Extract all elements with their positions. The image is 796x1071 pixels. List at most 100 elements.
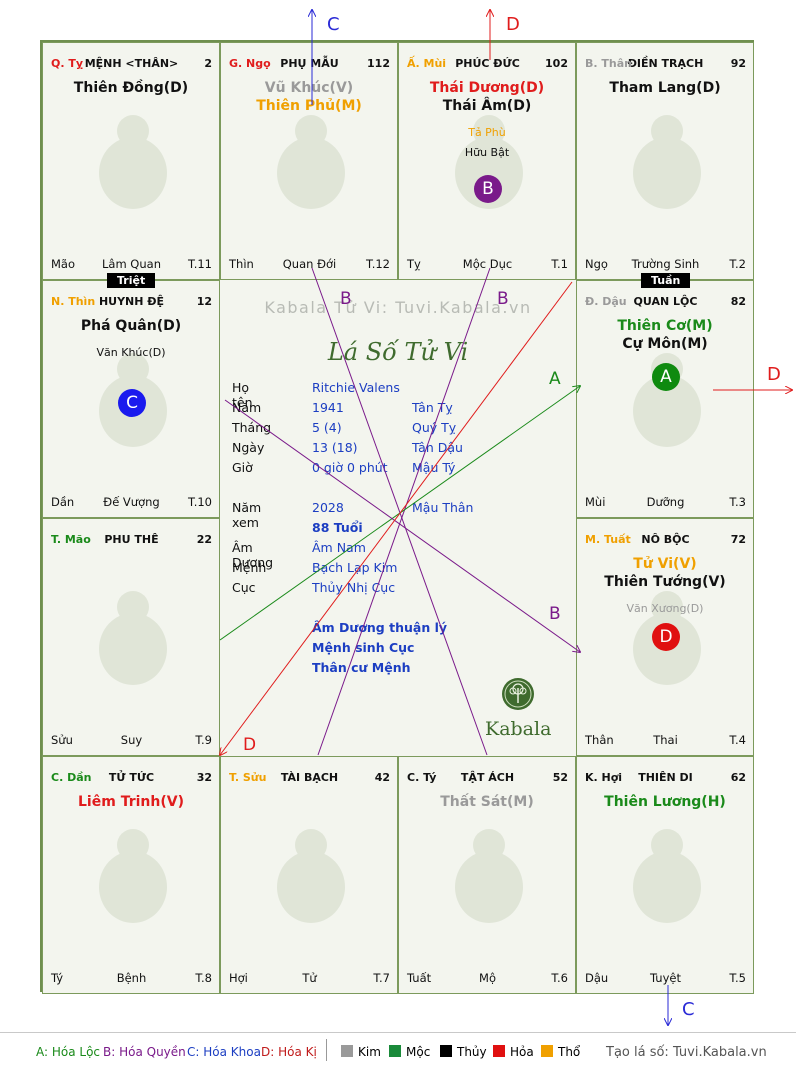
palace-tuat[interactable]: NÔ BỘC M. Tuất 72 Tử Vi(V) Thiên Tướng(V) Văn…: [576, 518, 754, 756]
palace-can-chi: T. Sửu: [229, 771, 267, 784]
palace-thin[interactable]: HUYNH ĐỆ N. Thìn 12 Phá Quân(D) Văn Khúc(D) C…: [42, 273, 220, 518]
palace-stage: Quan Đới: [282, 257, 337, 271]
minor-star: Văn Xương(D): [626, 602, 704, 615]
palace-suu[interactable]: TÀI BẠCH T. Sửu 42 Hợi Tử T.7: [220, 756, 398, 994]
major-star: Cự Môn(M): [622, 336, 708, 352]
palace-dau[interactable]: QUAN LỘC Đ. Dậu 82 Thiên Cơ(M) Cự Môn(M) A Tuầ…: [576, 273, 754, 518]
goat-icon: [455, 115, 523, 209]
palace-can-chi: G. Ngọ: [229, 57, 271, 70]
palace-name: HUYNH ĐỆ: [98, 295, 165, 308]
chart-note: Âm Dương thuận lý: [312, 620, 448, 635]
kabala-wordmark: Kabala: [485, 718, 552, 740]
chart-note: Mệnh sinh Cục: [312, 640, 415, 655]
palace-name: THIÊN DI: [638, 771, 693, 784]
chart-logo-text: Lá Số Tử Vi: [327, 338, 469, 366]
major-star: Tử Vi(V): [633, 556, 697, 572]
site-title: Kabala Tử Vi: Tuvi.Kabala.vn: [264, 298, 532, 317]
palace-name: TÀI BẠCH: [280, 771, 339, 784]
palace-branch: Dần: [51, 495, 75, 509]
palace-name: QUAN LỘC: [633, 295, 698, 308]
legend-moc: Mộc: [389, 1045, 430, 1059]
chart-note: Thân cư Mệnh: [312, 660, 411, 675]
palace-stage: Mộc Dục: [462, 257, 513, 271]
label-c-top: C: [327, 14, 340, 35]
major-star: Thiên Lương(H): [604, 794, 726, 810]
palace-branch: Mão: [51, 257, 76, 271]
star-list: Thiên Cơ(M) Cự Môn(M): [577, 317, 753, 353]
palace-branch: Tuất: [407, 971, 432, 985]
palace-stage: Lâm Quan: [102, 257, 161, 271]
rat-icon: [455, 829, 523, 923]
monkey-icon: [633, 115, 701, 209]
major-star: Tham Lang(D): [609, 80, 721, 96]
label-d-right: D: [767, 364, 781, 385]
major-star: Liêm Trinh(V): [78, 794, 184, 810]
horoscope-chart: MỆNH <THÂN> Q. Tỵ 2 Thiên Đồng(D) Mão Lâm Qua…: [40, 40, 754, 994]
palace-can-chi: Đ. Dậu: [585, 295, 627, 308]
palace-month: T.4: [729, 733, 746, 747]
palace-mui[interactable]: PHÚC ĐỨC Ấ. Mùi 102 Thái Dương(D) Thái Âm(D)…: [398, 42, 576, 280]
tag-thin: Triệt: [107, 273, 156, 288]
palace-can-chi: C. Dần: [51, 771, 92, 784]
star-list: Liêm Trinh(V): [43, 793, 219, 811]
legend-site-link[interactable]: Tạo lá số: Tuvi.Kabala.vn: [606, 1045, 767, 1060]
palace-name: MỆNH <THÂN>: [84, 57, 179, 70]
palace-branch: Tý: [51, 971, 64, 985]
palace-branch: Mùi: [585, 495, 606, 509]
transform-badge-c: C: [118, 389, 146, 417]
palace-stage: Tử: [302, 971, 317, 985]
palace-month: T.12: [366, 257, 390, 271]
major-star: Thiên Đồng(D): [73, 80, 189, 96]
palace-stage: Dưỡng: [646, 495, 685, 509]
star-list: Thiên Đồng(D): [43, 79, 219, 97]
palace-branch: Tỵ: [407, 257, 421, 271]
palace-stage: Suy: [120, 733, 143, 747]
palace-month: T.5: [729, 971, 746, 985]
palace-mao[interactable]: PHU THÊ T. Mão 22 Sửu Suy T.9: [42, 518, 220, 756]
star-list: Tử Vi(V) Thiên Tướng(V) Văn Xương(D): [577, 555, 753, 617]
palace-branch: Dậu: [585, 971, 609, 985]
palace-dan[interactable]: TỬ TỨC C. Dần 32 Liêm Trinh(V) Tý Bệnh T.8: [42, 756, 220, 994]
palace-ngo[interactable]: PHỤ MẪU G. Ngọ 112 Vũ Khúc(V) Thiên Phủ(M) Th…: [220, 42, 398, 280]
palace-number: 102: [545, 57, 568, 70]
legend-hoa-ki: D: Hóa Kị: [261, 1045, 317, 1059]
legend-bar: A: Hóa Lộc B: Hóa Quyền C: Hóa Khoa D: H…: [0, 1032, 796, 1071]
palace-can-chi: Q. Tỵ: [51, 57, 84, 70]
snake-icon: [99, 115, 167, 209]
palace-name: PHỤ MẪU: [280, 57, 339, 70]
major-star: Thái Dương(D): [429, 80, 545, 96]
palace-can-chi: B. Thân: [585, 57, 632, 70]
palace-stage: Mộ: [479, 971, 496, 985]
palace-than[interactable]: ĐIỀN TRẠCH B. Thân 92 Tham Lang(D) Ngọ Trường…: [576, 42, 754, 280]
palace-can-chi: N. Thìn: [51, 295, 96, 308]
major-star: Vũ Khúc(V): [264, 80, 354, 96]
major-star: Thái Âm(D): [442, 98, 532, 114]
palace-number: 72: [730, 533, 746, 546]
major-star: Thiên Tướng(V): [604, 574, 726, 590]
palace-stage: Tuyệt: [650, 971, 681, 985]
major-star: Thiên Phủ(M): [256, 98, 362, 114]
palace-name: TẬT ÁCH: [460, 771, 515, 784]
palace-can-chi: Ấ. Mùi: [407, 57, 447, 70]
palace-branch: Hợi: [229, 971, 248, 985]
palace-name: ĐIỀN TRẠCH: [627, 57, 704, 70]
rabbit-icon: [99, 591, 167, 685]
label-d-top: D: [506, 14, 520, 35]
palace-hoi[interactable]: THIÊN DI K. Hợi 62 Thiên Lương(H) Dậu Tuyệt T.…: [576, 756, 754, 994]
palace-ty[interactable]: MỆNH <THÂN> Q. Tỵ 2 Thiên Đồng(D) Mão Lâm Qua…: [42, 42, 220, 280]
palace-stage: Thai: [653, 733, 678, 747]
minor-star: Hữu Bật: [464, 146, 510, 159]
palace-month: T.10: [188, 495, 212, 509]
palace-number: 32: [196, 771, 212, 784]
palace-can-chi: C. Tý: [407, 771, 437, 784]
star-list: Tham Lang(D): [577, 79, 753, 97]
palace-tyrat[interactable]: TẬT ÁCH C. Tý 52 Thất Sát(M) Tuất Mộ T.6: [398, 756, 576, 994]
legend-hoa: Hỏa: [493, 1045, 534, 1059]
palace-month: T.6: [551, 971, 568, 985]
palace-number: 42: [374, 771, 390, 784]
palace-name: PHÚC ĐỨC: [455, 57, 520, 70]
palace-number: 92: [730, 57, 746, 70]
palace-name: PHU THÊ: [104, 533, 159, 546]
star-list: Thái Dương(D) Thái Âm(D) Tả Phù Hữu Bật: [399, 79, 575, 161]
palace-number: 52: [552, 771, 568, 784]
